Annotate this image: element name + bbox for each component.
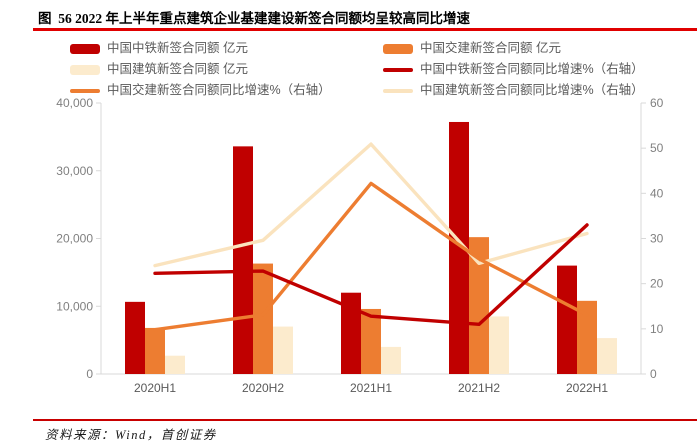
figure-title: 图 56 2022 年上半年重点建筑企业基建建设新签合同额均呈较高同比增速: [38, 11, 470, 26]
legend-label-zhongtie-growth: 中国中铁新签合同额同比增速%（右轴）: [420, 62, 644, 76]
legend-bar-swatch-jianzhu-amount-icon: [70, 64, 100, 75]
bar-zhongtie-amount-2022H1: [557, 265, 577, 374]
right-axis-tick-label: 30: [650, 232, 664, 246]
bar-jiaojian-amount-2020H1: [145, 327, 165, 374]
bar-jiaojian-amount-2022H1: [577, 300, 597, 374]
chart-legend: 中国中铁新签合同额 亿元 中国交建新签合同额 亿元中国建筑新签合同额 亿元 中国中铁…: [70, 41, 644, 98]
right-axis-tick-label: 50: [650, 141, 664, 155]
legend-label-jiaojian-growth: 中国交建新签合同额同比增速%（右轴）: [107, 83, 331, 97]
right-axis-tick-label: 40: [650, 186, 664, 200]
right-axis-tick-label: 10: [650, 322, 664, 336]
x-axis-category-label: 2022H1: [566, 381, 608, 395]
legend-label-jiaojian-amount: 中国交建新签合同额 亿元: [420, 41, 561, 55]
right-axis-tick-label: 20: [650, 277, 664, 291]
legend-item-zhongtie-growth: 中国中铁新签合同额同比增速%（右轴）: [383, 62, 644, 77]
legend-bar-swatch-jiaojian-amount-icon: [383, 43, 413, 54]
legend-line-swatch-jianzhu-growth-icon: [383, 88, 413, 93]
bar-jiaojian-amount-2020H2: [253, 263, 273, 374]
bar-jianzhu-amount-2020H2: [273, 326, 293, 374]
bar-zhongtie-amount-2021H2: [449, 121, 469, 374]
x-axis-category-label: 2021H2: [458, 381, 500, 395]
bar-jiaojian-amount-2021H2: [469, 237, 489, 374]
legend-item-jiaojian-growth: 中国交建新签合同额同比增速%（右轴）: [70, 83, 383, 98]
source-text: 资料来源：Wind，首创证券: [45, 428, 217, 442]
left-axis-tick-label: 20,000: [56, 232, 93, 246]
legend-item-jianzhu-amount: 中国建筑新签合同额 亿元: [70, 62, 383, 77]
left-axis-tick-label: 0: [86, 367, 93, 381]
legend-label-zhongtie-amount: 中国中铁新签合同额 亿元: [107, 41, 248, 55]
left-axis-tick-label: 30,000: [56, 164, 93, 178]
bar-jianzhu-amount-2021H2: [489, 316, 509, 374]
legend-item-jiaojian-amount: 中国交建新签合同额 亿元: [383, 41, 644, 56]
x-axis-category-label: 2020H2: [242, 381, 284, 395]
source-divider-rule: [33, 419, 697, 421]
bar-jiaojian-amount-2021H1: [361, 308, 381, 374]
legend-label-jianzhu-amount: 中国建筑新签合同额 亿元: [107, 62, 248, 76]
line-zhongtie-growth: [153, 223, 589, 327]
right-axis-tick-label: 60: [650, 96, 664, 110]
left-axis-tick-label: 10,000: [56, 299, 93, 313]
x-axis-category-label: 2021H1: [350, 381, 392, 395]
bar-zhongtie-amount-2021H1: [341, 292, 361, 374]
bar-jianzhu-amount-2020H1: [165, 355, 185, 374]
legend-label-jianzhu-growth: 中国建筑新签合同额同比增速%（右轴）: [420, 83, 644, 97]
bar-zhongtie-amount-2020H2: [233, 146, 253, 374]
line-jianzhu-growth: [153, 142, 589, 268]
legend-line-swatch-jiaojian-growth-icon: [70, 88, 100, 93]
left-axis-tick-label: 40,000: [56, 96, 93, 110]
bar-jianzhu-amount-2021H1: [381, 346, 401, 374]
legend-item-jianzhu-growth: 中国建筑新签合同额同比增速%（右轴）: [383, 83, 644, 98]
bar-jianzhu-amount-2022H1: [597, 338, 617, 374]
line-jiaojian-growth: [153, 181, 589, 332]
legend-bar-swatch-zhongtie-amount-icon: [70, 43, 100, 54]
x-axis-category-label: 2020H1: [134, 381, 176, 395]
title-underline-rule: [33, 28, 697, 31]
bar-zhongtie-amount-2020H1: [125, 301, 145, 374]
legend-line-swatch-zhongtie-growth-icon: [383, 67, 413, 72]
right-axis-tick-label: 0: [650, 367, 657, 381]
legend-item-zhongtie-amount: 中国中铁新签合同额 亿元: [70, 41, 383, 56]
